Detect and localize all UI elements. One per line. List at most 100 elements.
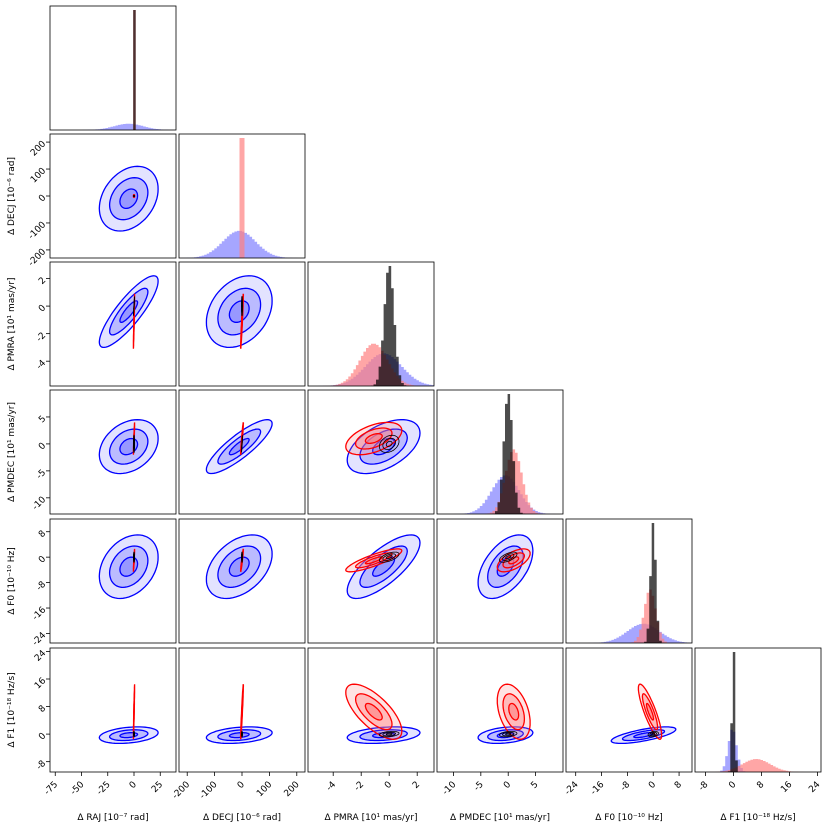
y-tick-label: 8 [37, 704, 48, 715]
y-tick-label: -4 [35, 358, 49, 372]
blue-contour-3 [119, 188, 139, 210]
x-tick-label: -50 [69, 780, 87, 798]
panel-F0-vs-PMRA [345, 534, 421, 600]
black-contour-2 [649, 731, 657, 737]
y-tick-label: 0 [37, 441, 48, 452]
x-tick-label: -200 [171, 780, 193, 802]
x-tick-label: 2 [411, 780, 422, 791]
x-tick-label: 25 [150, 780, 165, 795]
panel-frame [565, 647, 693, 773]
y-axis-label: Δ PMRA [10¹ mas/yr] [7, 277, 17, 370]
black-contour-2 [382, 553, 397, 561]
y-tick-label: -8 [35, 759, 49, 773]
x-tick-label: -8 [697, 780, 711, 794]
black-contour-2 [382, 731, 397, 737]
panel-frame [49, 389, 177, 515]
y-tick-label: 24 [33, 648, 48, 663]
x-tick-label: -10 [441, 780, 459, 798]
histogram-F1 [695, 652, 821, 772]
y-tick-label: 0 [37, 731, 48, 742]
blue-histogram [566, 623, 692, 643]
red-histogram [695, 759, 821, 772]
red-contour-3 [508, 556, 520, 565]
panel-frame [178, 389, 306, 515]
panel-PMDEC-vs-DECJ [205, 419, 273, 475]
x-tick-label: 0 [128, 780, 139, 791]
black-contour-3 [385, 732, 393, 736]
x-tick-label: -24 [563, 780, 581, 798]
black-contour-3 [385, 440, 393, 447]
black-contour-3 [505, 555, 512, 560]
y-tick-label: 0 [37, 303, 48, 314]
black-histogram [437, 394, 563, 514]
red-contour-3 [364, 702, 383, 721]
y-axis-label: Δ F1 [10⁻¹⁸ Hz/s] [7, 672, 17, 747]
panel-F0-vs-DECJ [205, 534, 273, 600]
black-contour-1 [378, 731, 400, 738]
panel-frame [178, 133, 306, 259]
red-contour-3 [240, 703, 244, 721]
x-tick-label: 0 [383, 780, 394, 791]
x-tick-label: 0 [727, 780, 738, 791]
y-tick-label: 100 [29, 166, 48, 185]
y-tick-label: -100 [27, 220, 49, 242]
y-tick-label: -24 [31, 630, 49, 648]
panel-frame [307, 389, 435, 515]
x-tick-label: -5 [472, 780, 485, 793]
panel-frame [436, 389, 564, 515]
x-axis-label: Δ PMRA [10¹ mas/yr] [324, 813, 417, 823]
black-contour-1 [647, 731, 659, 738]
x-tick-label: 5 [529, 780, 540, 791]
black-histogram [695, 652, 821, 772]
x-axis-label: Δ DECJ [10⁻⁶ rad] [203, 813, 281, 823]
panel-PMDEC-vs-PMRA [345, 419, 421, 475]
black-contour-2 [502, 731, 515, 737]
x-tick-label: 100 [255, 780, 274, 799]
x-tick-label: 0 [647, 780, 658, 791]
x-tick-label: -25 [95, 780, 112, 797]
blue-contour-3 [228, 556, 250, 577]
panel-F1-vs-F0 [610, 683, 677, 745]
panel-DECJ-vs-RAJ [98, 165, 159, 232]
panel-frame [49, 647, 177, 773]
y-tick-label: 8 [37, 529, 48, 540]
x-axis-label: Δ RAJ [10⁻⁷ rad] [77, 813, 148, 823]
y-tick-label: 0 [37, 554, 48, 565]
x-tick-label: -100 [198, 780, 220, 802]
x-tick-label: 0 [502, 780, 513, 791]
panel-frame [436, 647, 564, 773]
y-axis-label: Δ DECJ [10⁻⁶ rad] [7, 157, 17, 235]
black-contour-2 [502, 553, 515, 561]
x-axis-label: Δ PMDEC [10¹ mas/yr] [450, 813, 550, 823]
y-tick-label: 2 [37, 276, 48, 287]
x-tick-label: -16 [589, 780, 607, 798]
black-contour-1 [378, 551, 400, 563]
histogram-PMDEC [437, 394, 563, 514]
panel-frame [49, 5, 177, 131]
panel-PMRA-vs-RAJ [98, 275, 159, 349]
x-tick-label: 200 [283, 780, 302, 799]
red-contour-3 [508, 702, 520, 721]
y-axis-label: Δ F0 [10⁻¹⁰ Hz] [7, 547, 17, 615]
panel-frame [178, 518, 306, 644]
black-histogram [566, 523, 692, 643]
red-contour-3 [645, 702, 655, 721]
x-axis-label: Δ F0 [10⁻¹⁰ Hz] [595, 813, 663, 823]
y-tick-label: -200 [27, 247, 49, 269]
panel-F1-vs-RAJ [98, 684, 159, 745]
panel-frame [49, 518, 177, 644]
panel-F1-vs-DECJ [205, 684, 273, 745]
panel-frame [694, 647, 822, 773]
x-tick-label: -75 [43, 780, 60, 797]
y-tick-label: 16 [33, 676, 48, 691]
histogram-RAJ [50, 10, 176, 130]
blue-contour-3 [228, 437, 250, 456]
black-contour-1 [378, 434, 400, 453]
black-contour-1 [499, 551, 518, 563]
black-contour-3 [505, 732, 512, 736]
x-tick-label: 16 [779, 780, 794, 795]
panel-frame [307, 518, 435, 644]
histogram-DECJ [179, 138, 305, 258]
black-contour-2 [382, 437, 397, 450]
